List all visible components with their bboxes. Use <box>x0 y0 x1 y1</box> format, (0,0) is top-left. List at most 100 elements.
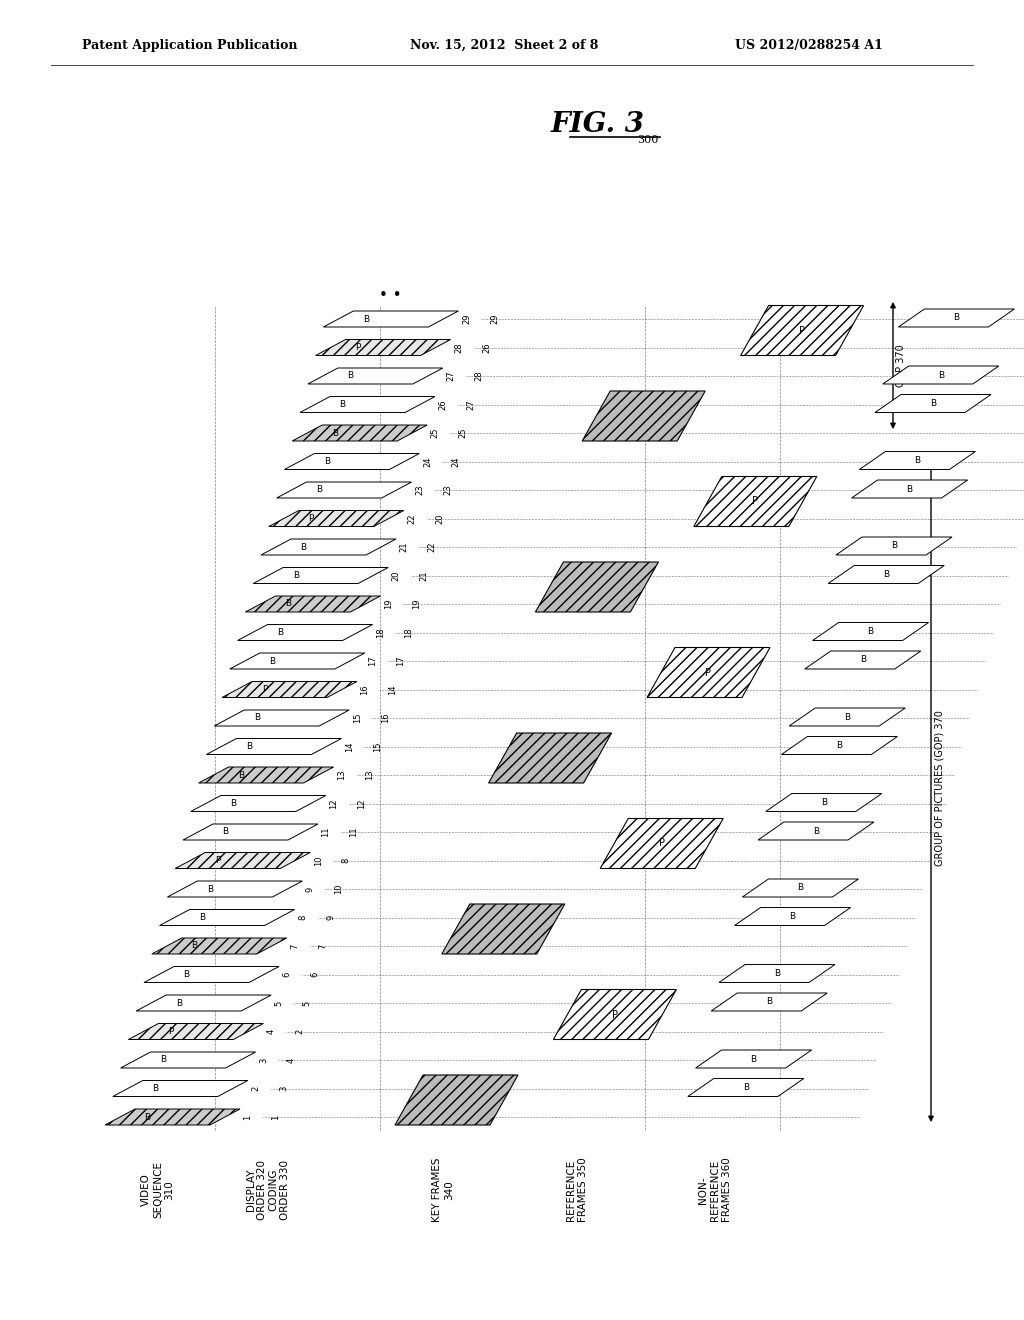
Text: B: B <box>883 570 889 579</box>
Polygon shape <box>268 511 403 527</box>
Text: 24: 24 <box>423 457 432 467</box>
Polygon shape <box>781 737 897 755</box>
Text: 10: 10 <box>334 884 343 894</box>
Text: B: B <box>199 913 205 921</box>
Text: B: B <box>324 457 330 466</box>
Text: B: B <box>774 969 780 978</box>
Text: 21: 21 <box>399 541 409 552</box>
Text: B: B <box>144 1113 151 1122</box>
Polygon shape <box>488 733 611 783</box>
Text: 18: 18 <box>404 627 413 638</box>
Polygon shape <box>324 312 459 327</box>
Text: Patent Application Publication: Patent Application Publication <box>82 38 298 51</box>
Polygon shape <box>183 824 318 840</box>
Text: 25: 25 <box>459 428 468 438</box>
Text: B: B <box>837 741 843 750</box>
Polygon shape <box>441 904 565 954</box>
Text: B: B <box>362 314 369 323</box>
Text: 7: 7 <box>318 944 328 949</box>
Text: B: B <box>293 572 299 579</box>
Polygon shape <box>121 1052 256 1068</box>
Text: DISPLAY
ORDER 320
CODING
ORDER 330: DISPLAY ORDER 320 CODING ORDER 330 <box>246 1160 291 1220</box>
Text: 4: 4 <box>267 1028 275 1034</box>
Text: B: B <box>938 371 944 380</box>
Text: B: B <box>222 828 228 837</box>
Text: B: B <box>254 714 260 722</box>
Text: 22: 22 <box>427 541 436 552</box>
Text: 27: 27 <box>446 371 456 381</box>
Text: P: P <box>753 496 759 507</box>
Text: 3: 3 <box>280 1086 289 1092</box>
Text: 19: 19 <box>384 599 393 610</box>
Polygon shape <box>790 708 905 726</box>
Text: 26: 26 <box>438 399 447 409</box>
Text: 23: 23 <box>415 484 424 495</box>
Text: B: B <box>906 484 912 494</box>
Polygon shape <box>190 796 326 812</box>
Polygon shape <box>813 623 929 640</box>
Polygon shape <box>805 651 921 669</box>
Polygon shape <box>647 648 770 697</box>
Text: 20: 20 <box>435 513 444 524</box>
Text: B: B <box>285 599 291 609</box>
Polygon shape <box>253 568 388 583</box>
Text: B: B <box>766 998 772 1006</box>
Text: B: B <box>891 541 897 550</box>
Text: B: B <box>207 884 213 894</box>
Polygon shape <box>175 853 310 869</box>
Text: B: B <box>160 1056 166 1064</box>
Text: B: B <box>860 656 866 664</box>
Text: B: B <box>191 941 198 950</box>
Text: B: B <box>300 543 306 552</box>
Text: 16: 16 <box>381 713 390 723</box>
Text: 1: 1 <box>244 1114 253 1119</box>
Text: GOP 370: GOP 370 <box>896 345 906 387</box>
Text: B: B <box>751 1055 757 1064</box>
Polygon shape <box>740 305 863 355</box>
Text: 9: 9 <box>326 915 335 920</box>
Polygon shape <box>852 480 968 498</box>
Text: B: B <box>914 455 921 465</box>
Text: 18: 18 <box>376 627 385 638</box>
Text: 300: 300 <box>637 135 658 145</box>
Text: B: B <box>798 883 804 892</box>
Polygon shape <box>536 562 658 612</box>
Polygon shape <box>285 454 420 470</box>
Text: 23: 23 <box>443 484 453 495</box>
Text: • •: • • <box>379 288 401 302</box>
Text: Nov. 15, 2012  Sheet 2 of 8: Nov. 15, 2012 Sheet 2 of 8 <box>410 38 598 51</box>
Text: FIG. 3: FIG. 3 <box>551 111 645 139</box>
Text: 8: 8 <box>342 858 350 863</box>
Text: 17: 17 <box>369 656 377 667</box>
Polygon shape <box>229 653 365 669</box>
Polygon shape <box>553 990 677 1040</box>
Text: B: B <box>269 656 275 665</box>
Polygon shape <box>152 939 287 954</box>
Polygon shape <box>883 366 998 384</box>
Text: 6: 6 <box>283 972 292 977</box>
Polygon shape <box>222 681 357 697</box>
Polygon shape <box>261 539 396 554</box>
Text: 14: 14 <box>345 742 354 752</box>
Text: 1: 1 <box>271 1114 281 1119</box>
Polygon shape <box>238 624 373 640</box>
Polygon shape <box>315 339 451 355</box>
Text: 20: 20 <box>392 570 400 581</box>
Text: B: B <box>238 771 244 780</box>
Text: 15: 15 <box>352 713 361 723</box>
Polygon shape <box>199 767 334 783</box>
Text: 25: 25 <box>431 428 439 438</box>
Text: 21: 21 <box>420 570 429 581</box>
Text: 24: 24 <box>451 457 460 467</box>
Polygon shape <box>246 597 380 612</box>
Text: B: B <box>230 799 237 808</box>
Text: 11: 11 <box>322 826 331 837</box>
Text: B: B <box>153 1084 159 1093</box>
Text: 26: 26 <box>482 342 492 352</box>
Text: P: P <box>168 1027 174 1036</box>
Text: 9: 9 <box>306 886 315 891</box>
Polygon shape <box>207 738 341 755</box>
Text: P: P <box>799 326 805 335</box>
Polygon shape <box>113 1081 248 1097</box>
Polygon shape <box>695 1049 812 1068</box>
